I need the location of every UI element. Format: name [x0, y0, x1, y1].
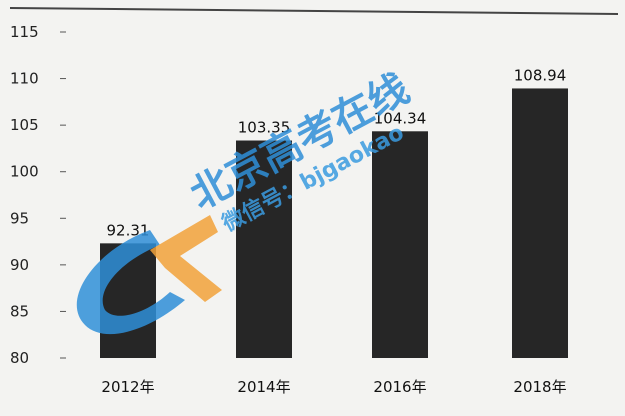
top-border-line [9, 7, 619, 15]
y-tick-label: 110 [10, 70, 39, 88]
x-category-label: 2018年 [513, 378, 566, 396]
bar [236, 140, 292, 358]
bar [512, 88, 568, 358]
watermark-swoosh-icon [76, 230, 185, 335]
y-tick-label: 80 [10, 349, 29, 367]
x-category-label: 2014年 [237, 378, 290, 396]
y-tick-label: 85 [10, 302, 29, 320]
x-category-label: 2012年 [101, 378, 154, 396]
y-tick-label: 115 [10, 23, 39, 41]
y-tick-label: 105 [10, 116, 39, 134]
x-category-label: 2016年 [373, 378, 426, 396]
bar-data-label: 104.34 [374, 109, 427, 127]
y-axis: 115 110 105 100 95 90 85 80 [10, 23, 66, 367]
bar-data-label: 108.94 [514, 66, 567, 84]
x-axis: 2012年 2014年 2016年 2018年 [101, 378, 566, 396]
bar-data-label: 103.35 [238, 119, 291, 137]
y-tick-label: 95 [10, 209, 29, 227]
y-tick-label: 90 [10, 256, 29, 274]
bar [372, 131, 428, 358]
y-tick-label: 100 [10, 163, 39, 181]
watermark-k-icon [150, 215, 222, 302]
